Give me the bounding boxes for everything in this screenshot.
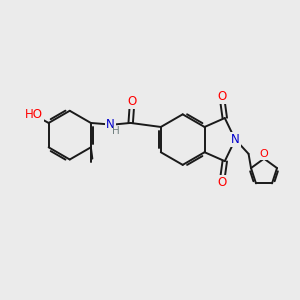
Text: N: N (231, 133, 240, 146)
Text: H: H (112, 126, 120, 136)
Text: N: N (106, 118, 115, 131)
Text: O: O (218, 176, 227, 189)
Text: O: O (260, 149, 268, 160)
Text: O: O (218, 90, 227, 104)
Text: O: O (127, 95, 136, 108)
Text: HO: HO (25, 108, 43, 121)
